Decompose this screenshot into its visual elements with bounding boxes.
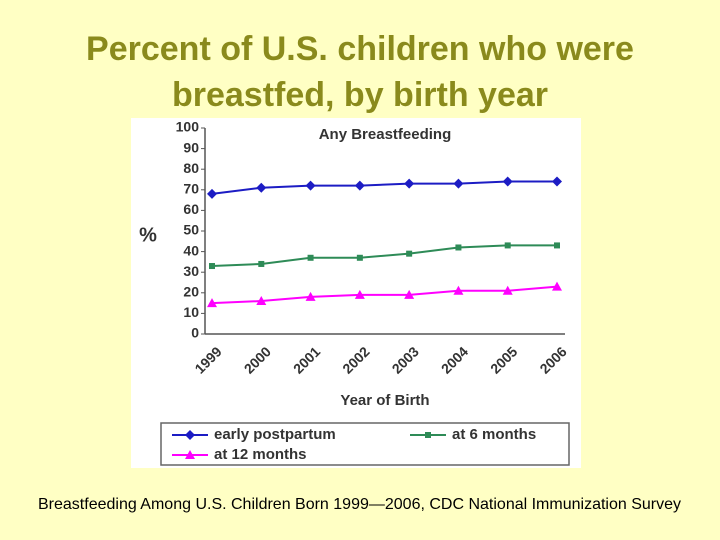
marker [354,180,365,191]
caption: Breastfeeding Among U.S. Children Born 1… [38,496,681,513]
marker [502,176,513,187]
slide-title: Percent of U.S. children who were breast… [86,30,634,114]
marker [425,432,431,438]
marker [305,180,316,191]
y-tick-label: 70 [183,181,199,197]
marker [256,296,267,306]
marker [185,430,195,440]
chart-title: Any Breastfeeding [319,126,452,143]
legend-label: early postpartum [214,426,336,443]
marker [256,182,267,193]
marker [552,281,562,291]
marker [453,285,464,295]
marker [207,188,217,199]
y-tick-label: 60 [183,201,199,217]
marker [207,298,217,308]
marker [209,263,215,270]
y-tick-label: 30 [183,263,199,279]
series-line [211,285,558,305]
marker [406,250,413,257]
y-tick-label: 20 [183,284,199,300]
legend-label: at 12 months [214,446,307,463]
y-tick-label: 80 [183,160,199,176]
x-axis-label: Year of Birth [340,392,429,409]
marker [307,254,314,261]
y-tick-label: 50 [183,222,199,238]
marker [404,178,415,189]
marker [504,242,511,249]
y-tick-label: 100 [176,119,200,135]
marker [305,291,316,301]
series-line [211,244,557,268]
marker [455,244,462,251]
y-tick-label: 10 [183,304,199,320]
marker [258,260,265,267]
marker [502,285,513,295]
legend [160,422,570,466]
marker [552,176,562,187]
y-axis-label: % [139,224,157,246]
legend-label: at 6 months [452,426,536,443]
y-tick-label: 90 [183,139,199,155]
marker [185,450,195,459]
y-tick-label: 40 [183,242,199,258]
marker [356,254,363,261]
marker [554,242,560,249]
series-line [211,180,557,195]
y-tick-label: 0 [191,325,199,341]
marker [354,289,365,299]
marker [404,289,415,299]
marker [453,178,464,189]
